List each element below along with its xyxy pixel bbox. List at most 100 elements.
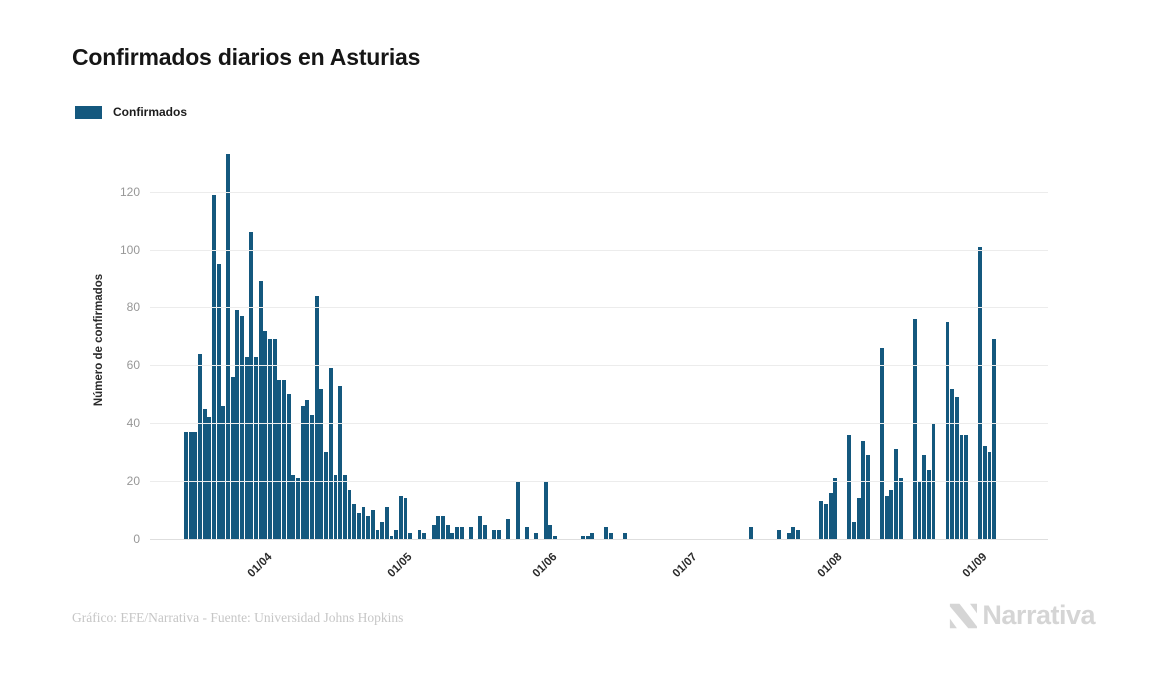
bar-day-53 xyxy=(431,524,436,539)
bar-day-10 xyxy=(230,376,235,539)
legend-label: Confirmados xyxy=(113,105,188,119)
bar-day-79 xyxy=(553,536,557,539)
bar-day-166 xyxy=(959,434,964,539)
bar-day-63 xyxy=(478,515,483,539)
y-tick-label-0: 0 xyxy=(133,532,140,546)
bar-day-58 xyxy=(454,527,459,539)
x-tick-label-01-06: 01/06 xyxy=(530,551,560,580)
bar-day-87 xyxy=(590,533,595,539)
x-tick-label-01-07: 01/07 xyxy=(670,551,700,580)
bar-day-56 xyxy=(445,524,450,539)
page-title: Confirmados diarios en Asturias xyxy=(72,44,421,70)
bar-day-47 xyxy=(403,498,408,539)
bar-day-32 xyxy=(333,475,338,539)
bar-day-173 xyxy=(992,339,997,539)
bar-day-22 xyxy=(286,394,291,539)
y-tick-label-20: 20 xyxy=(126,474,140,489)
bar-day-12 xyxy=(240,316,244,539)
y-tick-label-100: 100 xyxy=(119,242,140,257)
bar-day-44 xyxy=(389,536,394,539)
bar-day-26 xyxy=(305,400,310,539)
bar-day-46 xyxy=(398,495,403,539)
gridline-y-80 xyxy=(150,307,1048,309)
bar-day-18 xyxy=(268,339,272,539)
bar-day-24 xyxy=(296,478,301,539)
gridline-y-100 xyxy=(150,249,1048,251)
bar-day-142 xyxy=(847,434,852,539)
narrativa-logo: Narrativa xyxy=(948,600,1095,631)
bar-day-136 xyxy=(819,501,824,539)
bar-day-1 xyxy=(188,431,193,539)
bar-day-172 xyxy=(987,452,992,539)
bar-day-146 xyxy=(866,455,870,539)
bar-day-48 xyxy=(408,533,413,539)
bar-day-137 xyxy=(824,504,828,539)
bar-day-67 xyxy=(497,530,501,539)
bar-day-75 xyxy=(534,533,539,539)
bar-day-129 xyxy=(786,533,791,539)
bar-day-77 xyxy=(543,481,548,539)
gridline-y-20 xyxy=(150,481,1048,483)
bar-day-163 xyxy=(945,321,950,539)
bar-day-127 xyxy=(777,530,782,539)
bar-day-159 xyxy=(926,469,931,539)
bar-day-156 xyxy=(912,319,917,539)
bar-day-139 xyxy=(833,478,838,539)
bar-day-150 xyxy=(884,495,889,539)
bar-day-164 xyxy=(950,388,955,539)
bar-day-2 xyxy=(193,431,198,539)
bar-series-confirmados xyxy=(184,0,997,539)
bar-day-17 xyxy=(263,330,268,539)
bar-day-19 xyxy=(272,339,277,539)
bar-day-86 xyxy=(585,536,590,539)
bar-day-144 xyxy=(856,498,861,539)
source-credit: Gráfico: EFE/Narrativa - Fuente: Univers… xyxy=(72,610,404,625)
bar-day-64 xyxy=(483,524,487,539)
bar-day-157 xyxy=(917,481,922,539)
bar-day-43 xyxy=(384,507,389,539)
bar-day-25 xyxy=(300,405,305,539)
bar-day-71 xyxy=(515,481,520,539)
bar-day-40 xyxy=(370,510,375,539)
bar-day-57 xyxy=(450,533,455,539)
bar-day-61 xyxy=(468,527,473,539)
bar-day-131 xyxy=(796,530,800,539)
bar-day-50 xyxy=(417,530,422,539)
y-tick-label-120: 120 xyxy=(119,184,140,199)
bar-day-138 xyxy=(828,492,833,539)
bar-day-45 xyxy=(394,530,399,539)
bar-day-28 xyxy=(314,295,319,539)
x-tick-label-01-09: 01/09 xyxy=(960,551,990,580)
bar-day-165 xyxy=(954,397,959,539)
bar-day-69 xyxy=(506,518,511,539)
bar-day-6 xyxy=(212,194,216,539)
gridline-y-40 xyxy=(150,423,1048,425)
bar-day-20 xyxy=(277,379,282,539)
bar-day-73 xyxy=(525,527,529,539)
narrativa-wordmark: Narrativa xyxy=(982,600,1095,630)
bar-day-13 xyxy=(244,356,249,539)
bar-day-78 xyxy=(548,524,553,539)
bar-day-11 xyxy=(235,310,240,539)
bar-day-145 xyxy=(861,440,866,539)
legend-swatch-confirmados xyxy=(75,105,102,119)
bar-day-170 xyxy=(978,246,983,539)
bar-day-16 xyxy=(258,281,263,539)
bar-day-153 xyxy=(898,478,903,539)
bar-day-66 xyxy=(492,530,497,539)
bar-day-167 xyxy=(964,434,969,539)
bar-day-152 xyxy=(894,449,899,539)
bar-day-21 xyxy=(282,379,286,539)
y-tick-label-80: 80 xyxy=(126,300,140,315)
gridline-y-120 xyxy=(150,191,1048,193)
bar-day-31 xyxy=(328,368,333,539)
bar-day-41 xyxy=(375,530,380,539)
bar-day-14 xyxy=(249,232,254,539)
y-axis-title: Número de confirmados xyxy=(93,273,105,407)
x-tick-label-01-08: 01/08 xyxy=(815,551,845,580)
bar-day-35 xyxy=(347,489,352,539)
legend: Confirmados xyxy=(75,105,187,119)
bar-day-90 xyxy=(604,527,609,539)
bar-day-15 xyxy=(254,356,258,539)
bar-day-5 xyxy=(207,417,212,539)
